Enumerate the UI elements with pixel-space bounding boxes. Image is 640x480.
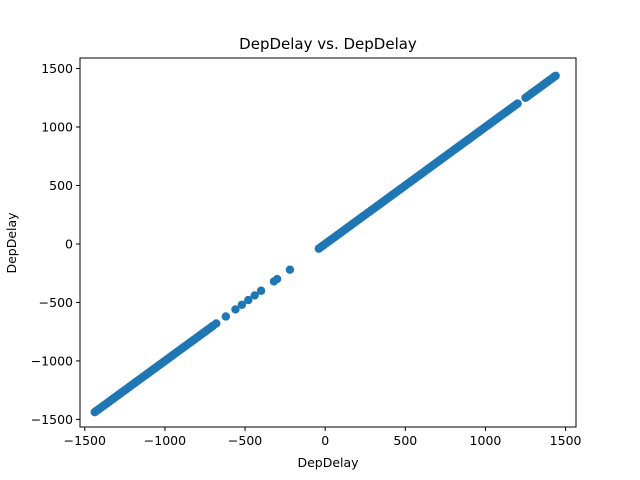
data-points — [90, 71, 560, 417]
x-tick-label: 0 — [321, 433, 329, 448]
data-point — [272, 274, 282, 284]
data-point — [212, 319, 221, 328]
y-tick-label: 1500 — [41, 61, 73, 76]
x-tick-label: 1000 — [470, 433, 502, 448]
y-tick-label: 1000 — [41, 120, 73, 135]
data-point — [237, 300, 247, 309]
x-tick-label: 1500 — [550, 433, 582, 448]
y-tick-label: −500 — [39, 295, 73, 310]
y-axis-label: DepDelay — [4, 212, 19, 274]
x-axis-ticks: −1500 −1000 −500 0 500 1000 1500 — [64, 427, 582, 448]
x-tick-label: 500 — [393, 433, 417, 448]
y-tick-label: −1000 — [31, 353, 73, 368]
data-point — [285, 265, 295, 274]
x-tick-label: −500 — [228, 433, 262, 448]
data-point — [244, 295, 253, 305]
data-point — [231, 305, 240, 314]
x-tick-label: −1000 — [144, 433, 186, 448]
data-point — [513, 99, 522, 108]
plot-frame — [79, 57, 577, 428]
y-tick-label: 500 — [49, 178, 73, 193]
data-point — [250, 291, 259, 300]
x-tick-label: −1500 — [64, 433, 106, 448]
x-axis-label: DepDelay — [297, 455, 359, 470]
y-tick-label: 0 — [65, 236, 73, 251]
data-point — [256, 286, 266, 295]
y-tick-label: −1500 — [31, 412, 73, 427]
data-point — [551, 71, 560, 80]
chart-title: DepDelay vs. DepDelay — [239, 35, 417, 53]
y-axis-ticks: −1500 −1000 −500 0 500 1000 1500 — [31, 61, 80, 427]
data-point — [221, 312, 231, 321]
